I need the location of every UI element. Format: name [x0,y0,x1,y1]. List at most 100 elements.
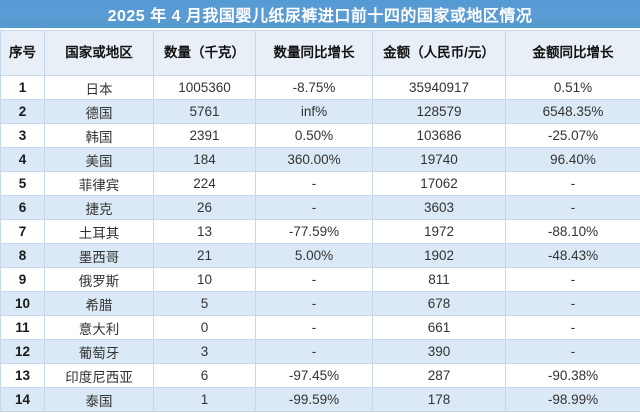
cell-quantity-yoy: 5.00% [255,243,373,268]
cell-country: 印度尼西亚 [44,363,154,388]
cell-quantity: 26 [153,195,256,220]
cell-quantity: 184 [153,147,256,172]
cell-amount-yoy: - [505,315,640,340]
cell-country: 墨西哥 [44,243,154,268]
cell-country: 泰国 [44,387,154,412]
table-row: 7 土耳其 13 -77.59% 1972 -88.10% [0,219,640,244]
cell-rank: 5 [0,171,45,196]
cell-amount-yoy: -90.38% [505,363,640,388]
cell-amount: 19740 [372,147,506,172]
cell-amount-yoy: - [505,291,640,316]
table-row: 14 泰国 1 -99.59% 178 -98.99% [0,387,640,412]
table-row: 12 葡萄牙 3 - 390 - [0,339,640,364]
cell-quantity: 6 [153,363,256,388]
cell-quantity-yoy: inf% [255,99,373,124]
cell-amount: 390 [372,339,506,364]
cell-quantity: 2391 [153,123,256,148]
cell-quantity: 1005360 [153,75,256,100]
table-row: 2 德国 5761 inf% 128579 6548.35% [0,99,640,124]
cell-country: 捷克 [44,195,154,220]
cell-country: 葡萄牙 [44,339,154,364]
cell-quantity: 224 [153,171,256,196]
cell-amount: 1972 [372,219,506,244]
table-row: 3 韩国 2391 0.50% 103686 -25.07% [0,123,640,148]
cell-rank: 8 [0,243,45,268]
cell-country: 韩国 [44,123,154,148]
cell-amount-yoy: - [505,171,640,196]
table-title: 2025 年 4 月我国婴儿纸尿裤进口前十四的国家或地区情况 [0,0,640,28]
cell-country: 菲律宾 [44,171,154,196]
title-divider [0,28,640,30]
cell-amount: 661 [372,315,506,340]
cell-rank: 1 [0,75,45,100]
cell-amount: 178 [372,387,506,412]
cell-quantity-yoy: -99.59% [255,387,373,412]
cell-amount: 1902 [372,243,506,268]
cell-quantity-yoy: - [255,267,373,292]
cell-country: 俄罗斯 [44,267,154,292]
cell-amount-yoy: -98.99% [505,387,640,412]
header-amount-yoy: 金额同比增长 [505,30,640,76]
cell-quantity: 5 [153,291,256,316]
cell-quantity: 10 [153,267,256,292]
header-row: 序号 国家或地区 数量（千克） 数量同比增长 金额（人民币/元） 金额同比增长 [0,30,640,76]
cell-country: 希腊 [44,291,154,316]
table-row: 4 美国 184 360.00% 19740 96.40% [0,147,640,172]
cell-rank: 11 [0,315,45,340]
cell-rank: 12 [0,339,45,364]
table-row: 11 意大利 0 - 661 - [0,315,640,340]
cell-rank: 2 [0,99,45,124]
header-country: 国家或地区 [44,30,154,76]
cell-rank: 6 [0,195,45,220]
table-row: 6 捷克 26 - 3603 - [0,195,640,220]
table-row: 13 印度尼西亚 6 -97.45% 287 -90.38% [0,363,640,388]
cell-quantity-yoy: - [255,171,373,196]
header-rank: 序号 [0,30,45,76]
cell-quantity: 0 [153,315,256,340]
cell-quantity: 5761 [153,99,256,124]
cell-amount: 678 [372,291,506,316]
cell-quantity-yoy: -8.75% [255,75,373,100]
cell-rank: 14 [0,387,45,412]
cell-amount-yoy: 96.40% [505,147,640,172]
cell-quantity: 21 [153,243,256,268]
cell-amount: 287 [372,363,506,388]
cell-quantity-yoy: -97.45% [255,363,373,388]
cell-quantity-yoy: - [255,195,373,220]
cell-quantity-yoy: - [255,315,373,340]
cell-amount-yoy: -88.10% [505,219,640,244]
cell-amount-yoy: -25.07% [505,123,640,148]
table-row: 9 俄罗斯 10 - 811 - [0,267,640,292]
cell-amount: 128579 [372,99,506,124]
cell-amount-yoy: - [505,195,640,220]
cell-rank: 9 [0,267,45,292]
cell-rank: 4 [0,147,45,172]
cell-quantity-yoy: 0.50% [255,123,373,148]
header-quantity: 数量（千克） [153,30,256,76]
cell-amount: 103686 [372,123,506,148]
table-row: 5 菲律宾 224 - 17062 - [0,171,640,196]
cell-quantity-yoy: - [255,291,373,316]
cell-country: 土耳其 [44,219,154,244]
cell-country: 意大利 [44,315,154,340]
cell-quantity-yoy: - [255,339,373,364]
cell-amount-yoy: -48.43% [505,243,640,268]
cell-quantity-yoy: 360.00% [255,147,373,172]
cell-quantity: 1 [153,387,256,412]
cell-amount-yoy: - [505,339,640,364]
cell-quantity: 13 [153,219,256,244]
cell-country: 美国 [44,147,154,172]
table-row: 8 墨西哥 21 5.00% 1902 -48.43% [0,243,640,268]
cell-rank: 3 [0,123,45,148]
table-row: 10 希腊 5 - 678 - [0,291,640,316]
cell-amount: 811 [372,267,506,292]
header-quantity-yoy: 数量同比增长 [255,30,373,76]
cell-country: 德国 [44,99,154,124]
cell-rank: 7 [0,219,45,244]
cell-rank: 10 [0,291,45,316]
cell-quantity: 3 [153,339,256,364]
cell-rank: 13 [0,363,45,388]
cell-amount-yoy: 6548.35% [505,99,640,124]
cell-amount: 17062 [372,171,506,196]
cell-amount: 3603 [372,195,506,220]
